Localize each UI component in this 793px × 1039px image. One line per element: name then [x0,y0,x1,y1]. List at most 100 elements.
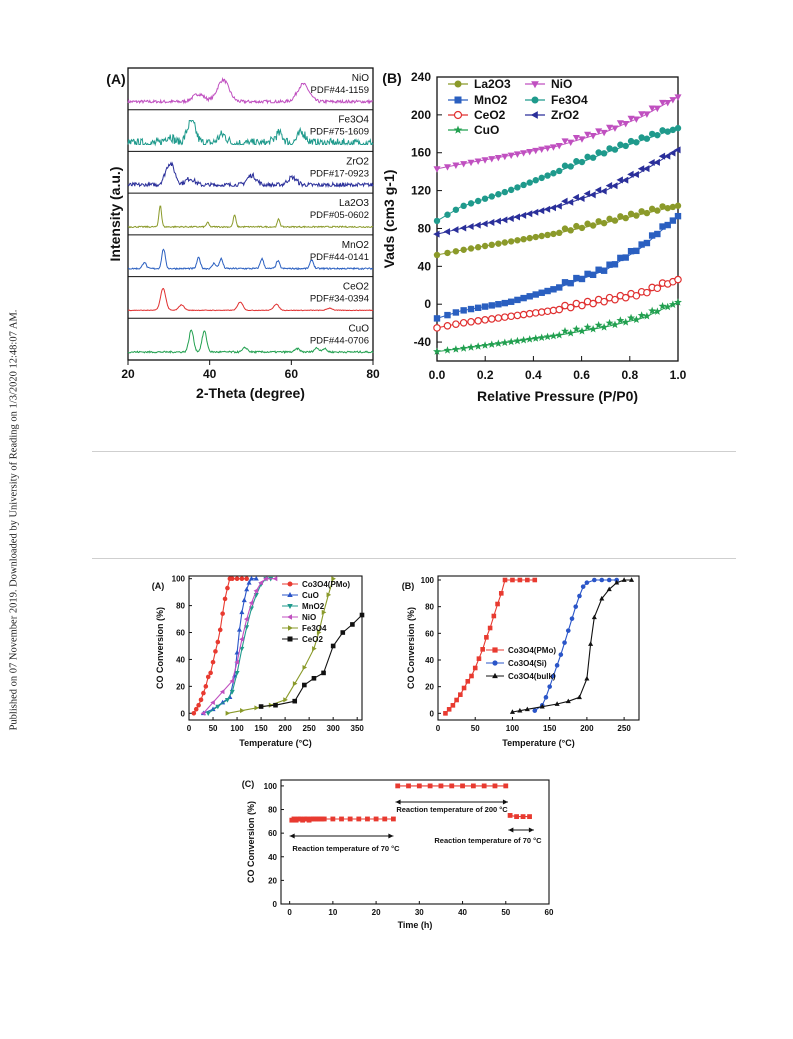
bet-point-nio [653,105,661,113]
conv-b-ytick-label: 0 [430,709,435,718]
bet-point-fe3o4 [520,181,527,189]
conv-a-xtick-label: 150 [254,724,268,733]
xrd-xtick-label: 20 [121,367,135,381]
bet-legend-label-la2o3: La2O3 [474,77,511,91]
bet-legend-label-nio: NiO [551,77,572,91]
conv-a-point [220,611,225,616]
conv-a-point [239,636,244,642]
conv-a-point [193,706,199,712]
conv-a-xtick-label: 100 [230,724,244,733]
bet-point-nio [664,99,672,107]
bet-point-fe3o4 [643,135,651,142]
bet-point-mno2 [488,302,495,309]
conv-b-point [592,577,597,583]
bet-point-fe3o4 [589,154,597,161]
bet-point-cuo [459,344,468,352]
bet-point-zro2 [669,149,676,157]
conv-a-legend-marker [287,636,293,642]
bet-point-ceo2 [474,316,482,325]
conv-a-point [240,708,245,714]
bet-point-cuo [507,337,516,346]
stab-point [406,783,411,789]
bet-point-fe3o4 [488,193,495,200]
stab-xtick-label: 60 [545,908,554,917]
conv-b-point [509,709,515,714]
conv-a-panel-label: (A) [152,581,165,591]
bet-point-zro2 [452,226,459,234]
conv-a-legend-marker [288,625,293,631]
bet-point-nio [643,111,651,118]
bet-point-nio [611,125,619,132]
stab-point [449,783,455,789]
conv-a-xtick-label: 0 [187,724,192,733]
bet-point-la2o3 [600,219,608,227]
conv-b-point [629,577,635,582]
xrd-panel-label: (A) [106,71,125,87]
bet-xtick-label: 0.0 [429,368,446,382]
bet-point-zro2 [637,165,645,173]
bet-legend-marker [454,80,462,88]
bet-point-zro2 [561,197,568,205]
bet-point-ceo2 [600,297,608,306]
conv-a-legend-label: Co3O4(PMo) [302,580,350,589]
conv-a-ytick-label: 20 [176,682,185,691]
conv-a-ytick-label: 0 [181,709,186,718]
conv-a-point [191,710,197,716]
conv-b-point [606,586,612,592]
conv-a-point [225,585,230,591]
bet-point-nio [561,138,569,145]
conv-a-point [321,609,327,615]
bet-point-mno2 [495,301,502,308]
bet-point-cuo [487,340,496,348]
bet-point-nio [460,161,468,168]
bet-point-mno2 [674,212,682,220]
conv-b-point [450,703,456,708]
conv-b-point [621,577,627,582]
bet-point-cuo [653,307,662,315]
xrd-label-cuo: CuO [348,323,369,334]
xrd-pdf-cuo: PDF#44-0706 [310,335,369,346]
bet-point-fe3o4 [622,142,629,150]
bet-point-zro2 [443,228,451,236]
xrd-label-zro2: ZrO2 [346,156,369,167]
bet-legend-marker [454,96,462,104]
bet-point-ceo2 [452,320,460,328]
bet-point-nio [595,128,603,135]
bet-point-mno2 [567,279,574,287]
bet-point-zro2 [605,182,613,190]
conv-b-ytick-label: 80 [425,603,434,612]
bet-point-la2o3 [507,238,515,245]
bet-point-zro2 [537,207,545,215]
bet-point-zro2 [507,215,514,223]
conv-a-point [340,630,346,635]
xrd-pattern-fe3o4 [127,120,374,147]
bet-point-nio [532,147,540,155]
bet-point-la2o3 [627,210,635,218]
bet-point-ceo2 [487,315,496,323]
conv-a-point [229,576,235,581]
stab-point [520,814,526,820]
stab-point [427,783,433,789]
conv-a-point [205,711,211,717]
bet-point-la2o3 [633,212,640,219]
bet-xtick-label: 0.2 [477,368,494,382]
conv-b-legend-marker [492,672,498,679]
conv-a-point [292,681,298,687]
bet-point-fe3o4 [674,124,682,132]
bet-point-cuo [531,334,540,342]
conv-b-point [502,577,508,583]
conv-a-point [246,579,252,585]
xrd-xtick-label: 60 [285,367,299,381]
bet-point-ceo2 [443,322,452,330]
bet-point-fe3o4 [452,206,460,213]
bet-point-cuo [578,326,586,335]
bet-ytick-label: 120 [411,184,431,198]
bet-panel-label: (B) [382,70,401,86]
bet-point-la2o3 [514,237,521,244]
conv-b-point [576,694,582,700]
bet-point-la2o3 [622,214,629,222]
stab-point [527,814,532,820]
bet-point-zro2 [658,152,666,160]
bet-point-mno2 [526,293,533,300]
conv-b-point [580,584,586,589]
